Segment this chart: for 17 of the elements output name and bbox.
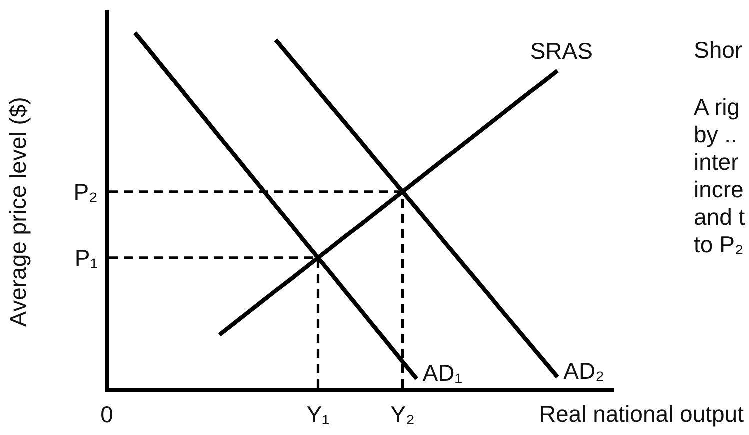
y-axis-title: Average price level ($) xyxy=(5,97,31,327)
series-label: AD₂ xyxy=(564,358,605,384)
x-tick-label: Y₂ xyxy=(390,401,415,428)
x-tick-label: 0 xyxy=(100,401,114,428)
text: by .. xyxy=(694,122,738,148)
text: inter xyxy=(694,149,740,175)
series-label: AD₁ xyxy=(422,360,463,386)
text: incre xyxy=(694,176,744,202)
series-label: SRAS xyxy=(530,38,593,64)
ref-line-label: P₁ xyxy=(74,244,98,271)
text: and t xyxy=(694,204,746,230)
text: to P₂ xyxy=(694,232,744,258)
text: Shor xyxy=(694,37,743,63)
text: A rig xyxy=(694,94,740,120)
ref-line-label: P₂ xyxy=(74,178,98,205)
x-tick-label: Y₁ xyxy=(306,401,330,428)
x-axis-title: Real national output xyxy=(539,401,745,427)
